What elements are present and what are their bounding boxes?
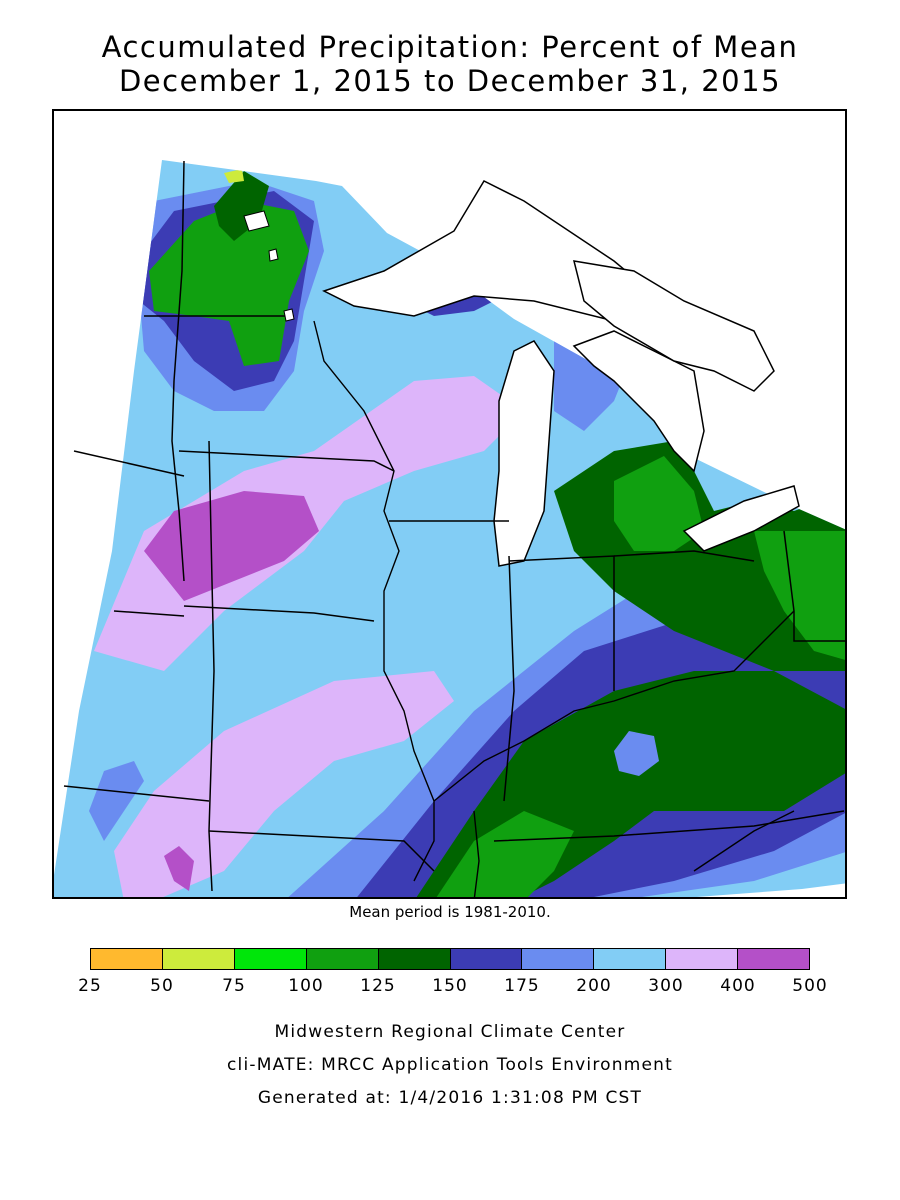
legend-swatch-7 bbox=[594, 949, 667, 969]
mean-period-note: Mean period is 1981-2010. bbox=[349, 903, 551, 921]
legend-label-3: 100 bbox=[288, 976, 324, 996]
border-ks-ne bbox=[63, 785, 210, 802]
field-sw-400 bbox=[164, 846, 194, 891]
legend-label-6: 175 bbox=[504, 976, 540, 996]
field-nw-100 bbox=[149, 201, 309, 366]
border-oh-pa bbox=[783, 530, 845, 642]
border-ne-ia bbox=[113, 610, 185, 617]
field-sw-300 bbox=[114, 671, 454, 897]
field-nw-50 bbox=[224, 169, 244, 183]
border-mo-west bbox=[208, 440, 215, 892]
legend-label-9: 400 bbox=[720, 976, 756, 996]
precip-field bbox=[54, 160, 845, 897]
precipitation-map bbox=[52, 109, 847, 899]
field-oh-100 bbox=[754, 531, 845, 661]
field-ky-175 bbox=[614, 731, 659, 776]
lake-huron bbox=[572, 330, 705, 473]
credit-line-2: cli-MATE: MRCC Application Tools Environ… bbox=[227, 1055, 673, 1075]
legend-labels: 25 50 75 100 125 150 175 200 300 400 500 bbox=[78, 976, 827, 1000]
tennessee-river bbox=[473, 810, 480, 897]
lake-erie bbox=[682, 485, 800, 552]
field-se-100-ky bbox=[434, 811, 574, 897]
map-title-line-2: December 1, 2015 to December 31, 2015 bbox=[118, 64, 782, 98]
lake-leech bbox=[268, 248, 279, 262]
legend-swatch-3 bbox=[306, 949, 379, 969]
lake-mille-lacs bbox=[283, 308, 295, 322]
border-ne-sd bbox=[73, 450, 185, 477]
field-mi-100 bbox=[614, 456, 704, 551]
credit-line-1: Midwestern Regional Climate Center bbox=[274, 1022, 626, 1042]
legend-swatch-4 bbox=[378, 949, 451, 969]
legend-swatch-2 bbox=[234, 949, 307, 969]
lake-michigan bbox=[493, 340, 555, 567]
legend-label-0: 25 bbox=[78, 976, 102, 996]
legend-swatch-9 bbox=[738, 949, 810, 969]
lake-red bbox=[243, 210, 270, 232]
canada-land bbox=[572, 260, 775, 392]
northern-lakes bbox=[243, 210, 295, 322]
legend-label-10: 500 bbox=[792, 976, 828, 996]
legend-label-2: 75 bbox=[222, 976, 246, 996]
legend-swatch-1 bbox=[162, 949, 235, 969]
border-mn-west bbox=[171, 160, 185, 582]
color-legend bbox=[90, 948, 810, 970]
legend-swatch-0 bbox=[91, 949, 163, 969]
legend-label-5: 150 bbox=[432, 976, 468, 996]
border-il-in bbox=[503, 555, 515, 802]
map-svg bbox=[54, 160, 845, 897]
cumberland-river bbox=[693, 810, 795, 872]
legend-label-8: 300 bbox=[648, 976, 684, 996]
legend-label-4: 125 bbox=[360, 976, 396, 996]
border-ia-north bbox=[178, 450, 395, 472]
legend-swatch-6 bbox=[522, 949, 595, 969]
credit-line-3: Generated at: 1/4/2016 1:31:08 PM CST bbox=[257, 1088, 643, 1108]
legend-label-1: 50 bbox=[150, 976, 174, 996]
legend-swatch-8 bbox=[666, 949, 739, 969]
rivers bbox=[313, 320, 795, 897]
great-lakes bbox=[322, 180, 800, 567]
ohio-river bbox=[433, 610, 795, 802]
legend-label-7: 200 bbox=[576, 976, 612, 996]
border-mi-oh bbox=[613, 550, 755, 562]
border-ia-mo bbox=[183, 605, 375, 622]
border-ky-tn bbox=[493, 810, 845, 842]
map-title-line-1: Accumulated Precipitation: Percent of Me… bbox=[101, 30, 799, 64]
legend-swatch-5 bbox=[450, 949, 523, 969]
field-central-400 bbox=[144, 491, 319, 601]
field-sw-175 bbox=[89, 761, 144, 841]
state-borders bbox=[63, 160, 845, 892]
